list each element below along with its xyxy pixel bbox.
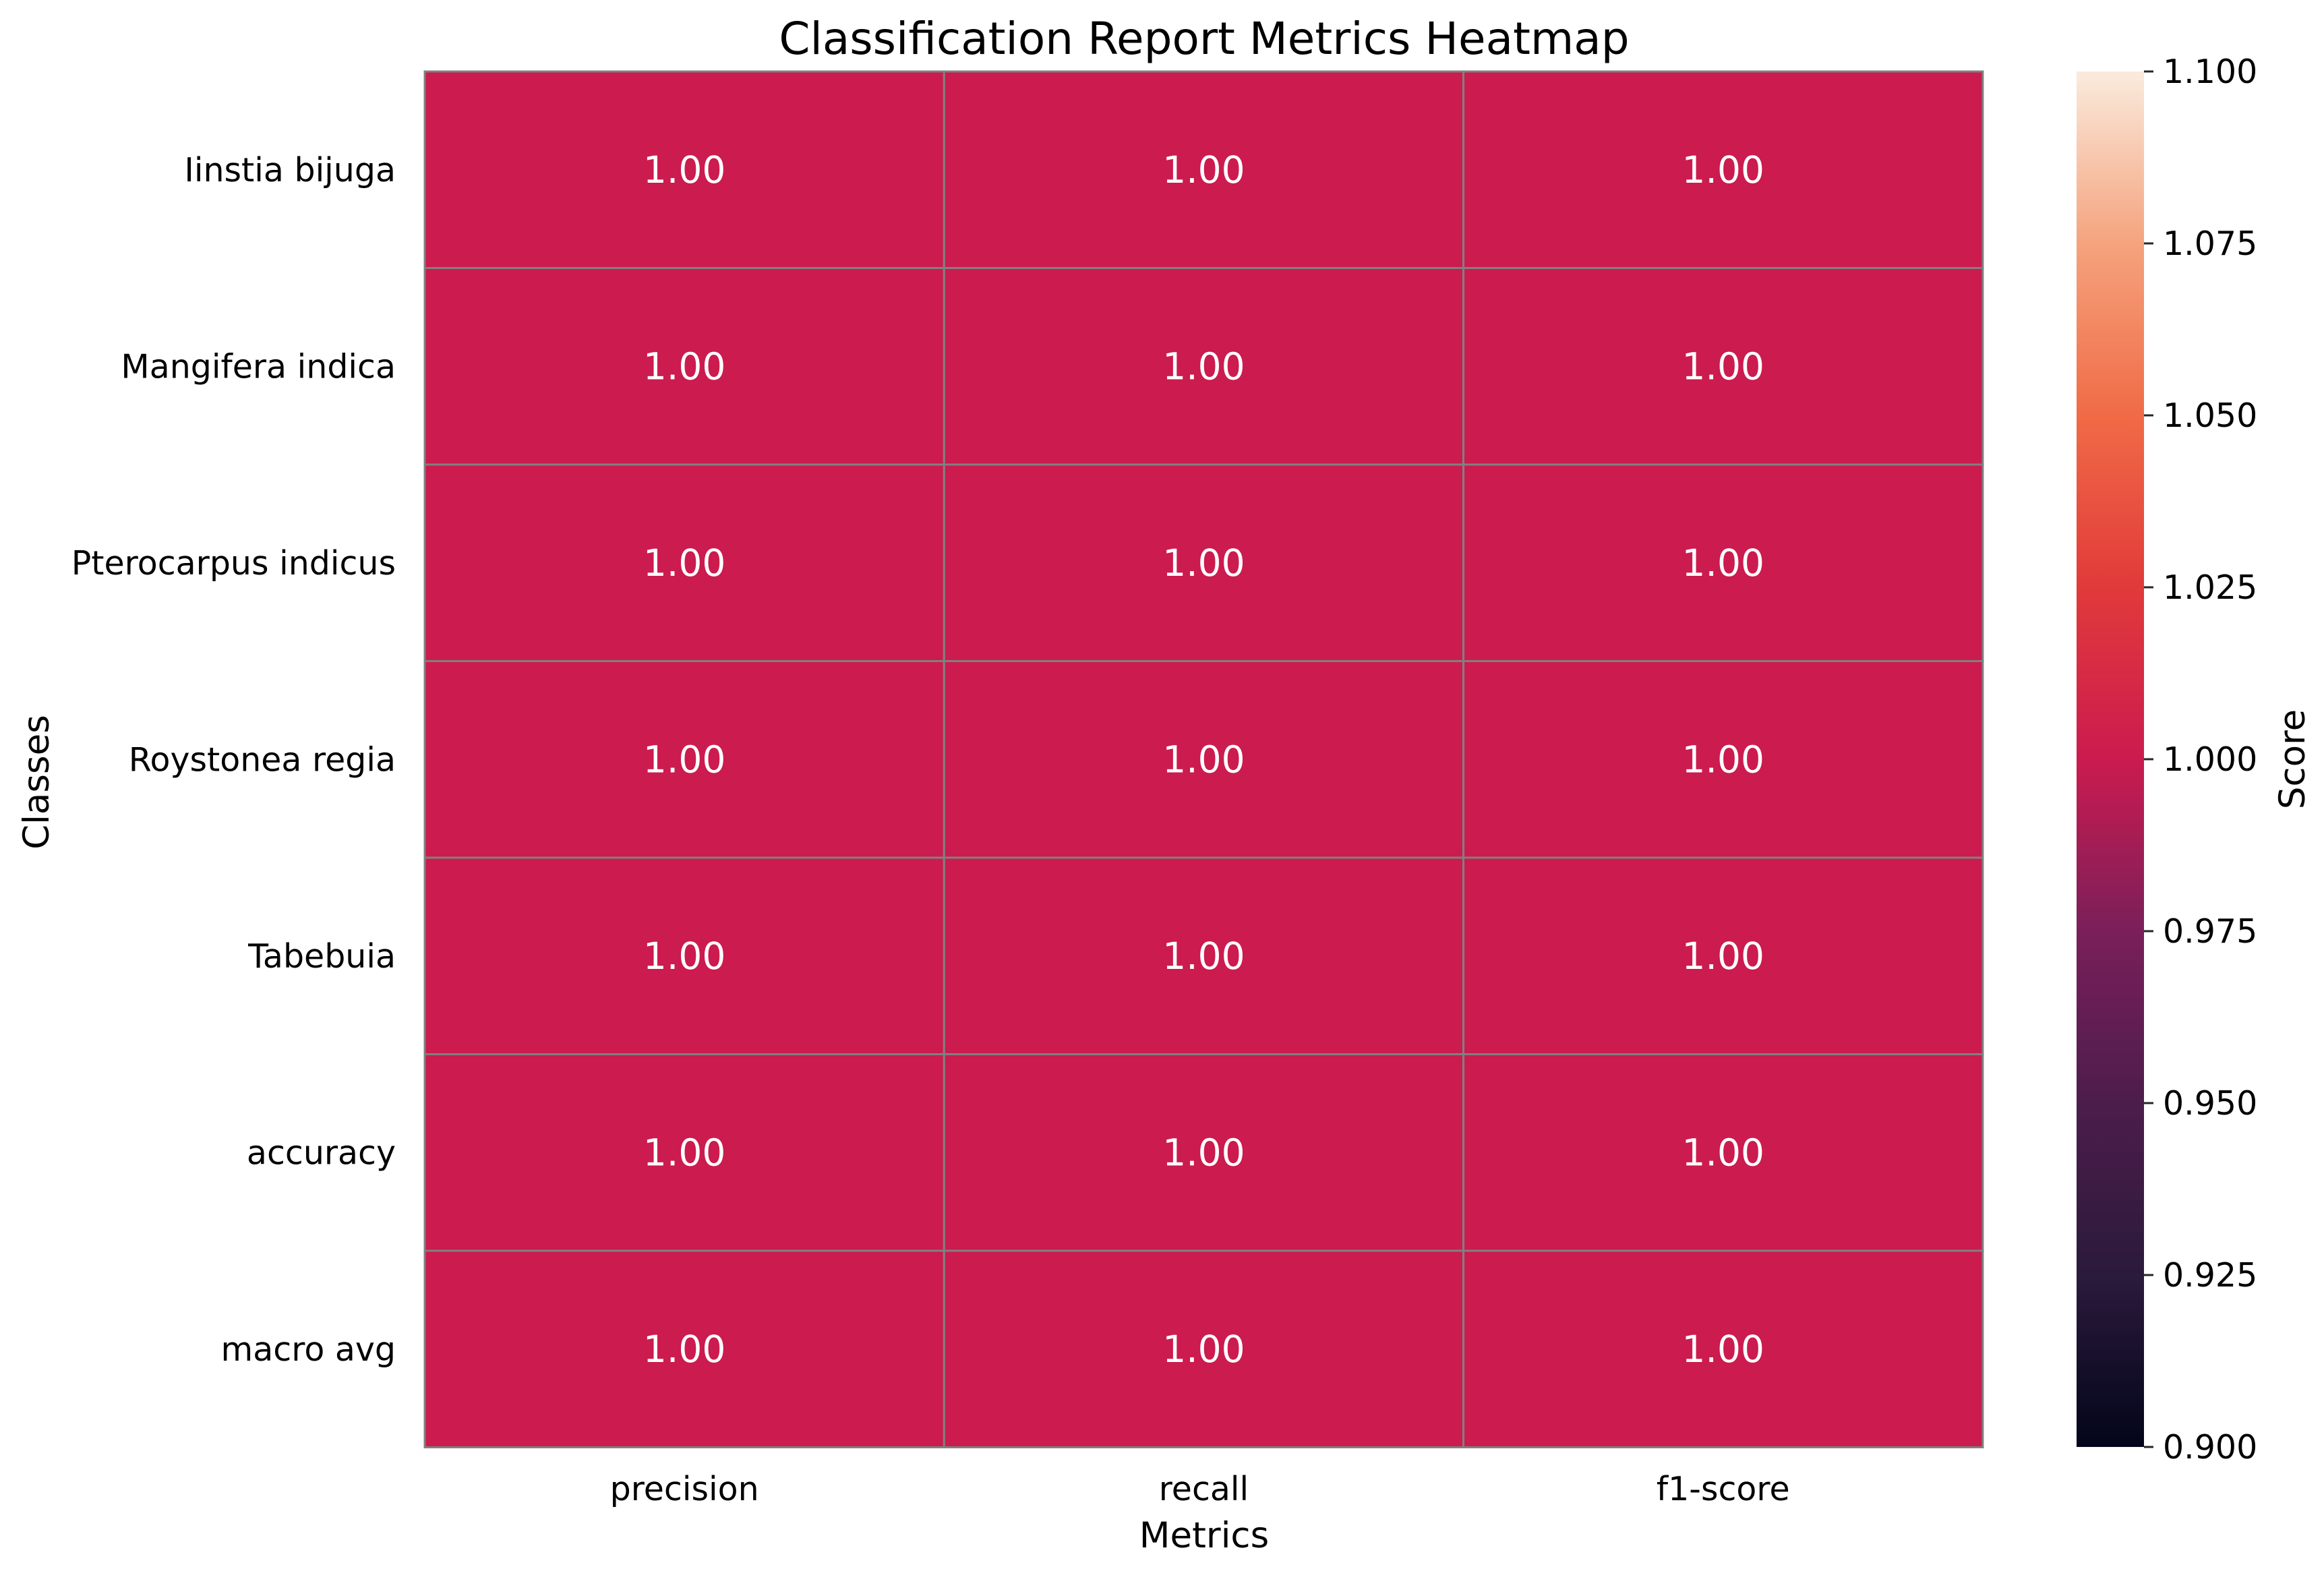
cell-value-label: 1.00	[1162, 541, 1245, 585]
heatmap-cell	[423, 70, 945, 269]
colorbar-tick-label: 1.025	[2163, 568, 2257, 607]
colorbar-tick-label: 1.050	[2163, 396, 2257, 435]
cell-value-label: 1.00	[1682, 1131, 1764, 1174]
heatmap-cell	[423, 267, 945, 466]
cell-value-label: 1.00	[1162, 148, 1245, 191]
y-tick-label: Tabebuia	[247, 937, 396, 976]
heatmap-cell	[943, 267, 1465, 466]
y-tick-labels: Iinstia bijuga Mangifera indica Pterocarpu…	[71, 151, 396, 1369]
heatmap-cell	[1462, 660, 1984, 859]
colorbar-tick-label: 1.000	[2163, 740, 2257, 779]
cell-value-label: 1.00	[643, 345, 725, 388]
cell-value-label: 1.00	[643, 148, 725, 191]
y-tick-label: Roystonea regia	[129, 740, 396, 779]
colorbar-tick-label: 0.900	[2163, 1428, 2257, 1467]
heatmap-cell	[423, 660, 945, 859]
colorbar-tick-label: 0.925	[2163, 1256, 2257, 1295]
heatmap-cell-labels: 1.00 1.00 1.00 1.00 1.00 1.00 1.00 1.00 1.00 1.00…	[643, 148, 1764, 1371]
cell-value-label: 1.00	[1162, 935, 1245, 978]
heatmap-cell	[423, 1249, 945, 1448]
cell-value-label: 1.00	[643, 738, 725, 781]
x-tick-label: precision	[610, 1470, 759, 1508]
cell-value-label: 1.00	[1682, 148, 1764, 191]
heatmap-cell	[1462, 267, 1984, 466]
y-axis-label: Classes	[16, 715, 57, 850]
cell-value-label: 1.00	[643, 541, 725, 585]
y-tick-label: Pterocarpus indicus	[71, 544, 396, 583]
heatmap-cell	[943, 463, 1465, 662]
colorbar-label: Score	[2272, 709, 2313, 809]
heatmap-cell	[423, 856, 945, 1055]
cell-value-label: 1.00	[1162, 1131, 1245, 1174]
cell-value-label: 1.00	[1162, 738, 1245, 781]
cell-value-label: 1.00	[643, 1328, 725, 1371]
chart-title: Classification Report Metrics Heatmap	[779, 13, 1629, 65]
cell-value-label: 1.00	[1162, 1328, 1245, 1371]
cell-value-label: 1.00	[1162, 345, 1245, 388]
colorbar-tick-label: 1.100	[2163, 53, 2257, 91]
heatmap-cell	[1462, 70, 1984, 269]
colorbar-ticks: 0.900 0.925 0.950 0.975 1.000 1.025 1.050 1.075…	[2144, 53, 2257, 1467]
heatmap-cell	[1462, 1053, 1984, 1252]
heatmap-cell	[943, 1249, 1465, 1448]
y-tick-label: macro avg	[221, 1330, 396, 1369]
cell-value-label: 1.00	[1682, 541, 1764, 585]
x-axis-label: Metrics	[1139, 1515, 1269, 1556]
cell-value-label: 1.00	[1682, 345, 1764, 388]
cell-value-label: 1.00	[1682, 738, 1764, 781]
y-tick-label: accuracy	[247, 1133, 396, 1172]
y-tick-label: Iinstia bijuga	[184, 151, 396, 189]
colorbar-tick-label: 1.075	[2163, 225, 2257, 263]
heatmap-cell	[943, 856, 1465, 1055]
heatmap-cell	[423, 1053, 945, 1252]
heatmap-cell	[943, 1053, 1465, 1252]
x-tick-labels: precision recall f1-score	[610, 1470, 1790, 1508]
heatmap-cell	[943, 70, 1465, 269]
heatmap-cell	[1462, 1249, 1984, 1448]
cell-value-label: 1.00	[643, 1131, 725, 1174]
cell-value-label: 1.00	[1682, 1328, 1764, 1371]
colorbar	[2077, 71, 2144, 1447]
colorbar-tick-label: 0.950	[2163, 1084, 2257, 1123]
x-tick-label: recall	[1159, 1470, 1249, 1508]
heatmap-cell	[1462, 856, 1984, 1055]
colorbar-tick-label: 0.975	[2163, 912, 2257, 951]
x-tick-label: f1-score	[1657, 1470, 1790, 1508]
cell-value-label: 1.00	[1682, 935, 1764, 978]
heatmap-cells	[423, 70, 1984, 1448]
y-tick-label: Mangifera indica	[121, 347, 396, 386]
cell-value-label: 1.00	[643, 935, 725, 978]
